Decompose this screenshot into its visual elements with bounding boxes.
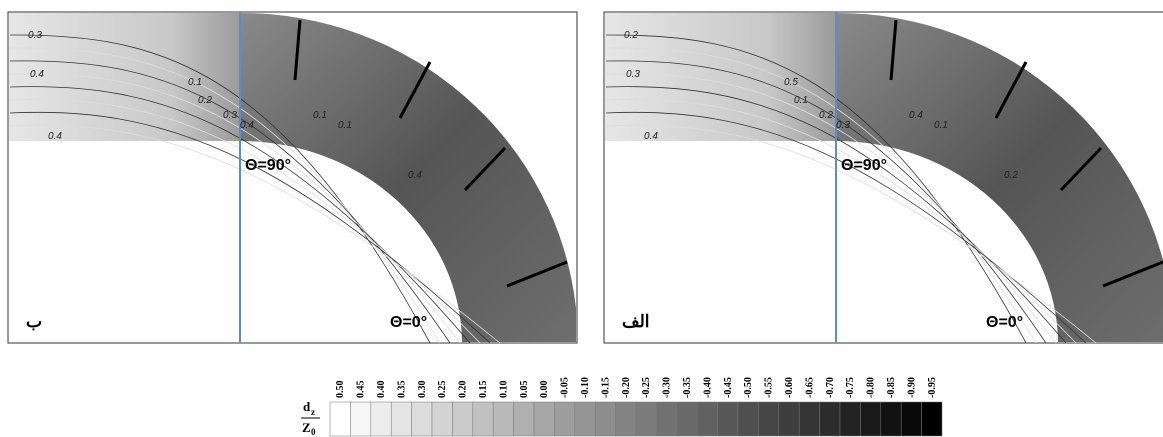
colorbar-tick-label: -0.85 xyxy=(886,377,897,398)
colorbar-tick-label: -0.70 xyxy=(825,377,836,398)
colorbar-tick-label: -0.10 xyxy=(580,377,591,398)
colorbar-tick-label: -0.40 xyxy=(702,377,713,398)
contour-label: 0.2 xyxy=(624,30,638,41)
colorbar-cell xyxy=(554,402,574,436)
contour-label: 0.3 xyxy=(28,30,42,41)
colorbar-tick-label: 0.35 xyxy=(396,381,407,399)
colorbar-cell xyxy=(677,402,697,436)
colorbar-cell xyxy=(452,402,472,436)
colorbar-tick-label: -0.15 xyxy=(600,377,611,398)
contour-label: 0.4 xyxy=(408,170,422,181)
panel-label: ب xyxy=(26,312,42,331)
colorbar-tick-label: -0.05 xyxy=(560,377,571,398)
contour-label: 0.1 xyxy=(934,120,948,131)
colorbar-tick-label: -0.25 xyxy=(641,377,652,398)
contour-label: 0.3 xyxy=(836,120,850,131)
colorbar-tick-label: -0.90 xyxy=(906,377,917,398)
colorbar-tick-label: -0.20 xyxy=(621,377,632,398)
colorbar-tick-label: -0.35 xyxy=(682,377,693,398)
colorbar-tick-label: 0.50 xyxy=(335,381,346,399)
colorbar-cell xyxy=(860,402,880,436)
colorbar-tick-label: 0.45 xyxy=(356,381,367,399)
contour-label: 0.1 xyxy=(338,120,352,131)
colorbar-cell xyxy=(514,402,534,436)
colorbar-cell xyxy=(656,402,676,436)
colorbar-cell xyxy=(901,402,921,436)
colorbar-tick-label: -0.45 xyxy=(723,377,734,398)
colorbar-tick-label: -0.55 xyxy=(764,377,775,398)
colorbar-cell xyxy=(412,402,432,436)
contour-label: 0.1 xyxy=(313,110,327,121)
colorbar-label-denominator: Z xyxy=(302,420,311,435)
contour-label: 0.3 xyxy=(223,110,237,121)
colorbar-tick-label: 0.20 xyxy=(458,381,469,399)
contour-label: 0.5 xyxy=(784,77,798,88)
contour-label: 0.4 xyxy=(909,110,923,121)
theta-top: Θ=90° xyxy=(245,157,291,174)
colorbar-cell xyxy=(636,402,656,436)
colorbar-cell xyxy=(718,402,738,436)
colorbar-cell xyxy=(840,402,860,436)
colorbar-cell xyxy=(697,402,717,436)
contour-label: 0.1 xyxy=(794,95,808,106)
colorbar-cell xyxy=(391,402,411,436)
contour-label: 0.4 xyxy=(30,69,44,80)
colorbar-tick-label: -0.30 xyxy=(662,377,673,398)
panel: 0.20.30.40.50.10.20.30.40.10.2الفΘ=90°Θ=… xyxy=(604,12,1163,343)
colorbar-cell xyxy=(799,402,819,436)
contour-label: 0.1 xyxy=(188,77,202,88)
colorbar-cell xyxy=(371,402,391,436)
colorbar-tick-label: 0.05 xyxy=(519,381,530,399)
panel-label: الف xyxy=(622,312,650,331)
colorbar-cell xyxy=(922,402,942,436)
colorbar-cell xyxy=(350,402,370,436)
colorbar-tick-label: -0.95 xyxy=(927,377,938,398)
contour-label: 0.4 xyxy=(644,131,658,142)
colorbar-tick-label: -0.75 xyxy=(845,377,856,398)
colorbar-cell xyxy=(758,402,778,436)
contour-label: 0.2 xyxy=(1004,170,1018,181)
colorbar-label-denominator-sub: 0 xyxy=(311,427,316,437)
colorbar-cell xyxy=(820,402,840,436)
colorbar-tick-label: -0.80 xyxy=(866,377,877,398)
colorbar-cell xyxy=(738,402,758,436)
colorbar-cell xyxy=(881,402,901,436)
colorbar-tick-label: -0.50 xyxy=(743,377,754,398)
contour-label: 0.4 xyxy=(240,120,254,131)
theta-bottom: Θ=0° xyxy=(986,314,1023,331)
colorbar-cell xyxy=(534,402,554,436)
contour-label: 0.3 xyxy=(626,69,640,80)
colorbar-cell xyxy=(330,402,350,436)
colorbar-label-numerator: d xyxy=(303,399,311,414)
colorbar-tick-label: 0.40 xyxy=(376,381,387,399)
panel: 0.30.40.40.10.20.30.40.10.10.4بΘ=90°Θ=0° xyxy=(8,12,577,343)
colorbar-tick-label: 0.30 xyxy=(417,381,428,399)
colorbar-cell xyxy=(779,402,799,436)
figure: 0.30.40.40.10.20.30.40.10.10.4بΘ=90°Θ=0°… xyxy=(0,0,1163,437)
colorbar-cell xyxy=(595,402,615,436)
colorbar-cell xyxy=(616,402,636,436)
colorbar-cell xyxy=(432,402,452,436)
colorbar-tick-label: 0.15 xyxy=(478,381,489,399)
colorbar-tick-label: -0.65 xyxy=(804,377,815,398)
colorbar-cell xyxy=(575,402,595,436)
contour-label: 0.2 xyxy=(198,95,212,106)
colorbar-tick-label: 0.25 xyxy=(437,381,448,399)
theta-top: Θ=90° xyxy=(841,157,887,174)
contour-label: 0.4 xyxy=(48,131,62,142)
colorbar-tick-label: 0.00 xyxy=(539,381,550,399)
contour-label: 0.2 xyxy=(819,110,833,121)
colorbar-tick-label: -0.60 xyxy=(784,377,795,398)
colorbar-tick-label: 0.10 xyxy=(498,381,509,399)
colorbar-label-numerator-sub: z xyxy=(311,407,315,417)
theta-bottom: Θ=0° xyxy=(390,314,427,331)
colorbar-cell xyxy=(473,402,493,436)
colorbar-cell xyxy=(493,402,513,436)
